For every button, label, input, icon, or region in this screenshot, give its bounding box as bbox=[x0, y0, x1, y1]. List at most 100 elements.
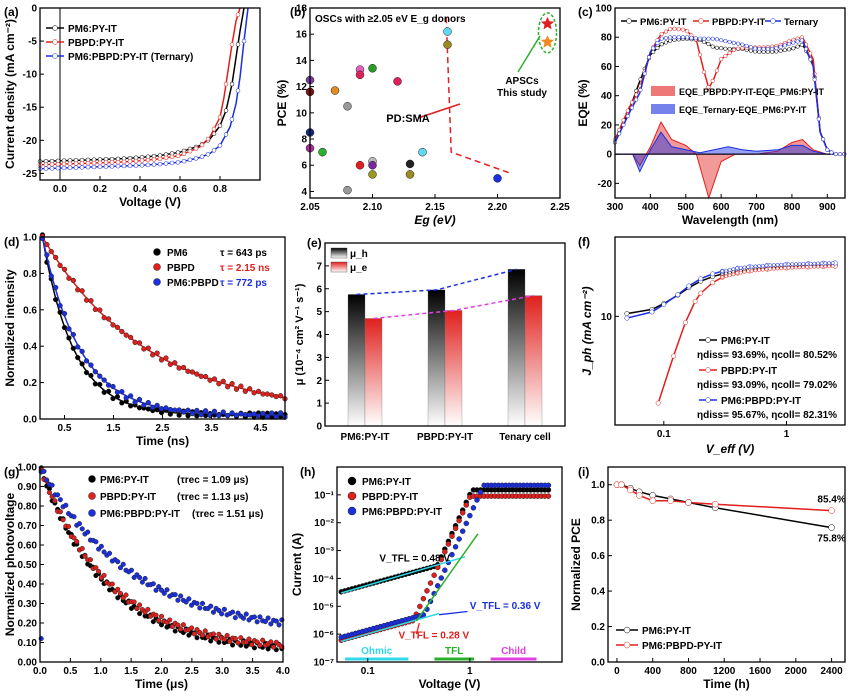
data-point bbox=[85, 529, 91, 535]
data-point bbox=[61, 310, 68, 317]
data-point bbox=[251, 390, 257, 396]
data-point bbox=[53, 254, 59, 261]
legend-label: μ_e bbox=[350, 263, 368, 274]
data-point bbox=[816, 264, 820, 269]
data-point bbox=[727, 50, 732, 56]
y-tick-label: 10 bbox=[296, 108, 308, 119]
data-point bbox=[659, 42, 664, 47]
panel-letter: (i) bbox=[578, 465, 589, 479]
data-point bbox=[823, 261, 828, 266]
data-point bbox=[151, 162, 157, 167]
data-point bbox=[175, 622, 181, 628]
data-point bbox=[194, 600, 200, 606]
data-point bbox=[778, 44, 783, 49]
x-tick-label: 0.0 bbox=[53, 184, 67, 195]
legend-label: μ_h bbox=[350, 249, 368, 260]
plot-frame bbox=[39, 236, 286, 420]
data-point bbox=[158, 613, 165, 619]
data-point bbox=[420, 595, 427, 602]
data-point bbox=[445, 541, 452, 547]
y-axis-title: μ (10⁻⁴ cm² V⁻¹ s⁻¹) bbox=[294, 283, 306, 385]
data-point bbox=[801, 265, 806, 270]
legend-marker bbox=[626, 18, 632, 24]
data-point bbox=[105, 388, 112, 394]
legend-label: PBPD:PY-IT bbox=[362, 492, 418, 503]
data-point bbox=[49, 162, 55, 167]
y-tick-label: 1.00 bbox=[18, 463, 38, 474]
data-point bbox=[424, 588, 430, 594]
data-point bbox=[53, 296, 59, 303]
data-point bbox=[229, 117, 235, 122]
data-point bbox=[71, 514, 77, 520]
data-point bbox=[260, 410, 266, 417]
data-point bbox=[668, 38, 673, 43]
data-point bbox=[57, 497, 63, 503]
legend-marker bbox=[623, 641, 631, 649]
x-tick-label: 2.5 bbox=[156, 423, 170, 434]
data-point bbox=[141, 402, 147, 408]
legend-label: PM6:PY-IT bbox=[68, 24, 117, 35]
y-tick-label: 0 bbox=[316, 422, 322, 433]
data-point bbox=[651, 46, 656, 51]
y-tick-label: 0.60 bbox=[18, 541, 38, 552]
legend-label: PM6:PBPD:PY-IT bbox=[721, 396, 801, 407]
data-point bbox=[101, 572, 107, 578]
data-point bbox=[115, 163, 121, 169]
data-point bbox=[779, 266, 784, 271]
legend-marker bbox=[705, 397, 711, 403]
x-tick-label: 2.05 bbox=[300, 202, 320, 213]
y-tick-label: -20 bbox=[23, 136, 38, 147]
data-point bbox=[66, 523, 72, 530]
data-point bbox=[210, 631, 216, 637]
data-point bbox=[211, 148, 217, 153]
data-point bbox=[723, 38, 728, 44]
data-point bbox=[680, 35, 685, 40]
data-point bbox=[114, 394, 121, 400]
data-point bbox=[277, 410, 284, 416]
data-point bbox=[545, 487, 552, 493]
data-point bbox=[659, 36, 664, 41]
legend-label: PBPD:PY-IT bbox=[712, 17, 766, 28]
data-point bbox=[443, 27, 452, 36]
data-point bbox=[775, 262, 780, 267]
data-point bbox=[199, 632, 206, 638]
data-point bbox=[205, 152, 211, 157]
legend-tau: (τrec = 1.09 μs) bbox=[177, 475, 248, 486]
legend-label: PM6:PBPD-PY-IT bbox=[642, 641, 722, 652]
legend-label: PM6:PBPD bbox=[167, 278, 219, 289]
data-point bbox=[217, 143, 223, 148]
data-point bbox=[685, 499, 692, 506]
data-point bbox=[61, 324, 68, 331]
bar bbox=[364, 318, 383, 427]
data-point bbox=[675, 292, 681, 298]
panel-letter: (d) bbox=[4, 235, 19, 249]
annotation: APSCs bbox=[505, 76, 539, 87]
data-point bbox=[73, 161, 79, 166]
annotation: 75.8% bbox=[817, 534, 845, 545]
data-point bbox=[123, 395, 129, 401]
plot-frame bbox=[336, 466, 563, 663]
legend-label: EQE_PBPD:PY-IT-EQE_PM6:PY-IT bbox=[679, 87, 825, 97]
data-point bbox=[83, 369, 90, 376]
data-point bbox=[642, 71, 647, 76]
data-point bbox=[98, 543, 104, 549]
data-point bbox=[63, 502, 69, 508]
data-point bbox=[189, 625, 195, 631]
data-point bbox=[48, 248, 54, 255]
bar bbox=[427, 289, 446, 427]
highlight-ellipse bbox=[537, 12, 558, 54]
data-point bbox=[110, 383, 116, 390]
chart-e: PM6:PY-IT PBPD:PY-IT Tenary cell μ_h μ_e 0 1 2 3… bbox=[294, 247, 551, 443]
data-point bbox=[44, 252, 50, 258]
data-point bbox=[277, 393, 284, 399]
data-point bbox=[753, 268, 758, 273]
data-point bbox=[185, 413, 191, 419]
y-axis-title: J_ph (mA cm⁻²) bbox=[580, 286, 594, 375]
data-point bbox=[621, 122, 626, 127]
data-point bbox=[783, 262, 787, 267]
x-tick-label: 500 bbox=[677, 202, 694, 213]
y-axis-title: Normalized intensity bbox=[3, 269, 17, 387]
legend-marker bbox=[153, 278, 161, 286]
data-point bbox=[246, 636, 252, 642]
